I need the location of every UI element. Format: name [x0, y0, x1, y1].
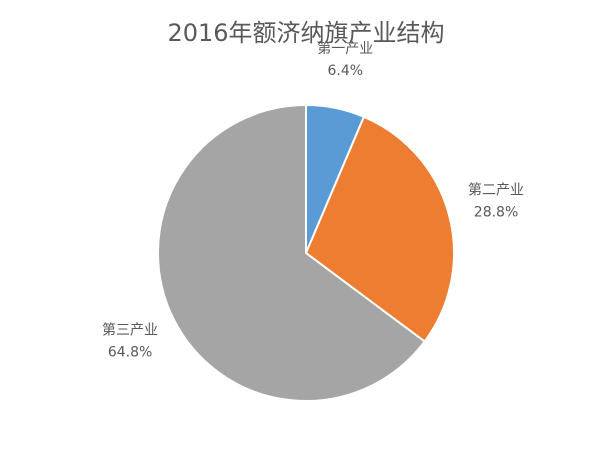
chart-title: 2016年额济纳旗产业结构 [167, 19, 444, 47]
value-label: 64.8% [108, 344, 152, 360]
category-label: 第一产业 [317, 40, 373, 57]
category-label: 第二产业 [468, 182, 524, 199]
pie-slice [304, 115, 455, 343]
value-label: 28.8% [474, 205, 518, 221]
category-label: 第三产业 [102, 321, 158, 338]
value-label: 6.4% [328, 63, 364, 79]
pie-slice [157, 103, 427, 402]
